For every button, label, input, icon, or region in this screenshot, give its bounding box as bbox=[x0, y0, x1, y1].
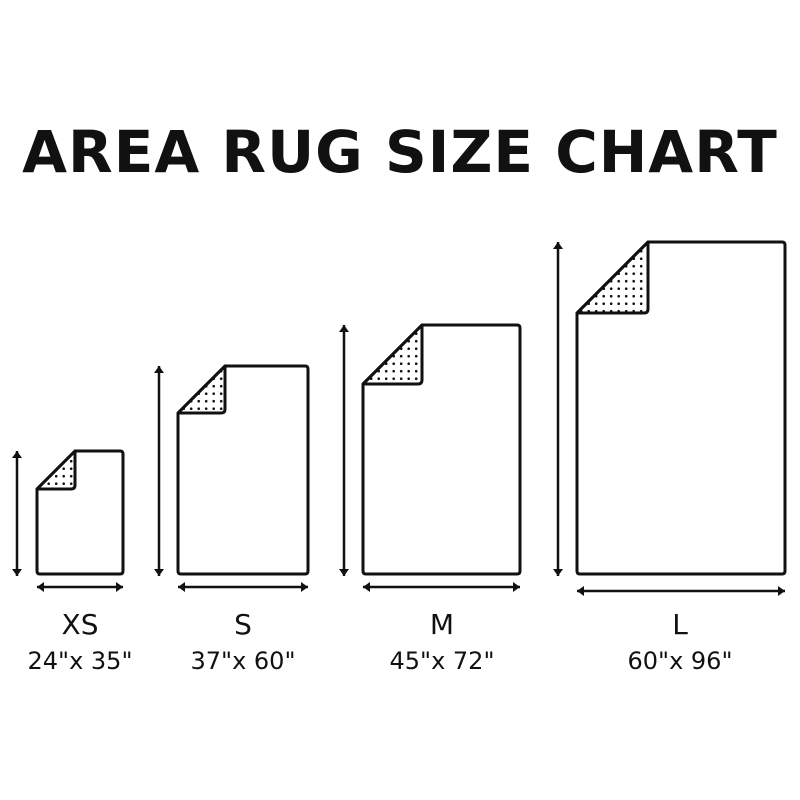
rug-fold-l bbox=[575, 240, 650, 315]
size-label-xs: XS bbox=[61, 608, 99, 641]
length-arrow-s bbox=[154, 366, 164, 576]
size-label-l: L bbox=[672, 608, 688, 641]
rug-s bbox=[176, 364, 310, 576]
dimensions-label-xs: 24"x 35" bbox=[27, 647, 133, 675]
length-arrow-xs bbox=[12, 451, 22, 576]
dimensions-label-m: 45"x 72" bbox=[389, 647, 495, 675]
width-arrow-xs bbox=[37, 582, 123, 592]
rug-xs bbox=[35, 449, 125, 576]
width-arrow-l bbox=[577, 586, 785, 596]
width-arrow-s bbox=[178, 582, 308, 592]
rug-fold-xs bbox=[35, 449, 77, 491]
size-label-s: S bbox=[234, 608, 252, 641]
rug-m bbox=[361, 323, 522, 576]
chart-title: AREA RUG SIZE CHART bbox=[22, 118, 778, 186]
length-arrow-m bbox=[339, 325, 349, 576]
rug-fold-m bbox=[361, 323, 424, 386]
dimensions-label-l: 60"x 96" bbox=[627, 647, 733, 675]
rug-fold-s bbox=[176, 364, 227, 415]
rug-l bbox=[575, 240, 787, 576]
size-label-m: M bbox=[429, 608, 455, 641]
dimensions-label-s: 37"x 60" bbox=[190, 647, 296, 675]
width-arrow-m bbox=[363, 582, 520, 592]
length-arrow-l bbox=[553, 242, 563, 576]
